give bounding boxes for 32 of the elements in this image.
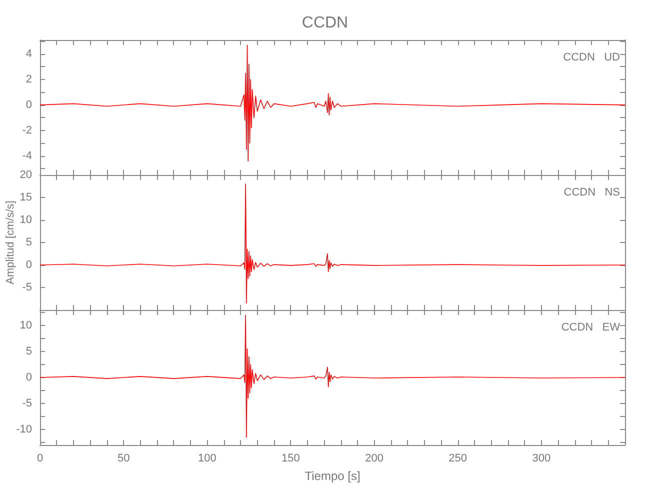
y-tick-label: -4 [22, 150, 32, 162]
y-tick-label: 20 [20, 169, 32, 181]
x-axis-title: Tiempo [s] [304, 469, 360, 483]
x-tick-label: 0 [36, 452, 44, 464]
x-tick-label: 150 [282, 452, 300, 464]
line-series [40, 314, 626, 438]
y-tick-label: 2 [26, 73, 32, 86]
y-tick-label: 10 [20, 320, 32, 332]
y-tick-label: 5 [26, 346, 32, 358]
y-tick-label: 0 [26, 259, 32, 271]
y-tick-label: 4 [26, 48, 32, 60]
y-tick-label: -10 [16, 423, 32, 436]
annotation: CCDN UD [563, 52, 620, 64]
annotation: CCDN NS [564, 186, 620, 198]
y-tick-label: -2 [22, 124, 32, 136]
y-tick-label: 0 [26, 372, 32, 384]
chart-title: CCDN [302, 14, 348, 32]
x-tick-label: 250 [448, 452, 468, 464]
annotation: CCDN EW [561, 322, 621, 334]
y-tick-label: 5 [26, 236, 32, 248]
y-tick-label: -5 [22, 397, 32, 410]
line-series [40, 184, 626, 304]
y-tick-label: 10 [20, 214, 32, 226]
line-series [40, 44, 626, 162]
y-tick-label: 15 [20, 192, 32, 204]
x-tick-label: 100 [198, 452, 216, 464]
x-tick-label: 300 [532, 452, 551, 464]
y-tick-label: -5 [22, 282, 32, 294]
y-axis-title: Amplitud [cm/s/s] [4, 200, 16, 284]
x-tick-label: 50 [117, 452, 130, 464]
x-tick-label: 200 [365, 452, 384, 464]
y-tick-label: 0 [26, 98, 32, 111]
